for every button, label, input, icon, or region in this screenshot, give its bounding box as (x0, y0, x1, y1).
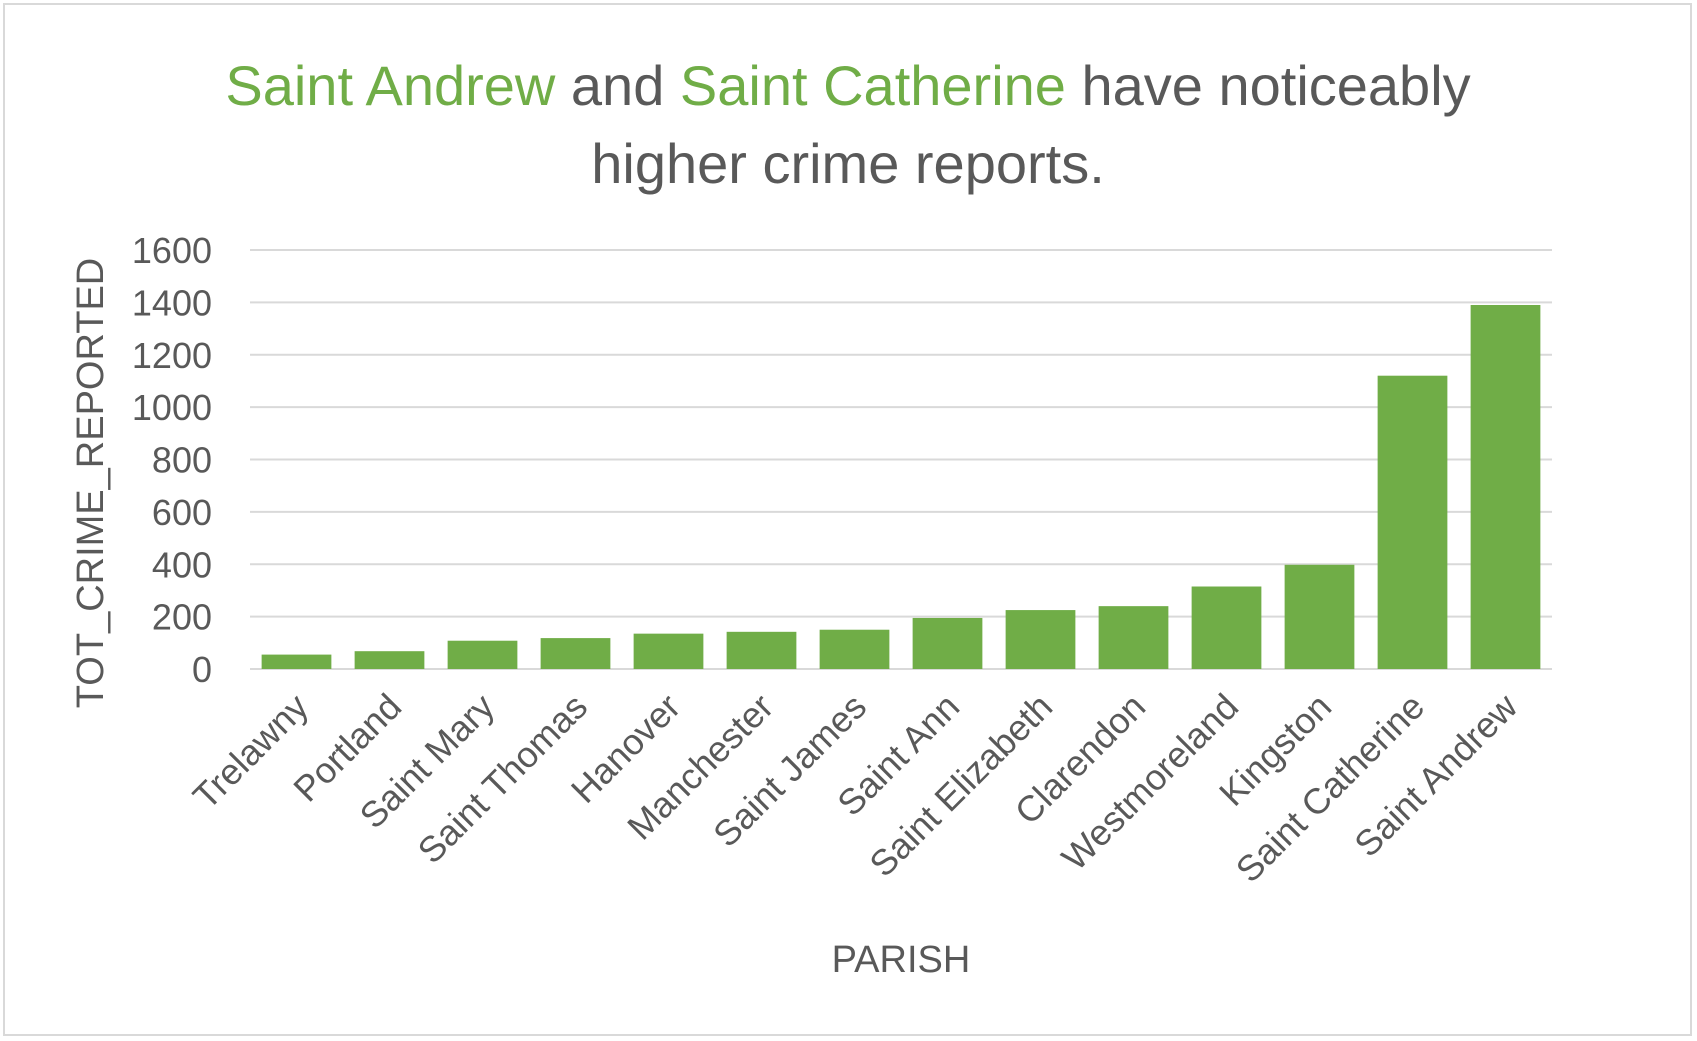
y-tick-label: 1400 (132, 282, 212, 323)
bar-saint-mary (447, 640, 518, 669)
x-tick-label: Trelawny (185, 686, 316, 817)
y-tick-label: 0 (192, 649, 212, 690)
bar-hanover (633, 633, 704, 669)
bar-saint-catherine (1377, 375, 1448, 669)
y-tick-label: 800 (152, 440, 212, 481)
bar-clarendon (1098, 606, 1169, 669)
gridlines (250, 249, 1552, 670)
chart-title-line-1: Saint Andrew and Saint Catherine have no… (225, 54, 1470, 117)
y-axis-title: TOT_CRIME_REPORTED (70, 258, 112, 708)
bar-westmoreland (1191, 586, 1262, 669)
bar-trelawny (261, 654, 332, 669)
y-tick-label: 400 (152, 544, 212, 585)
y-axis-ticks: 0 200 400 600 800 1000 1200 1400 1600 (132, 230, 212, 690)
bars (261, 304, 1541, 669)
title-text-1: and (555, 54, 680, 117)
chart-title-line-2: higher crime reports. (591, 132, 1105, 195)
bar-saint-elizabeth (1005, 610, 1076, 669)
title-highlight-0: Saint Andrew (225, 54, 556, 117)
title-text-3: have noticeably (1066, 54, 1471, 117)
bar-portland (354, 651, 425, 669)
y-tick-label: 200 (152, 597, 212, 638)
y-tick-label: 1000 (132, 387, 212, 428)
bar-saint-james (819, 629, 890, 669)
y-tick-label: 600 (152, 492, 212, 533)
x-axis-title: PARISH (832, 939, 971, 981)
chart-title: Saint Andrew and Saint Catherine have no… (225, 54, 1470, 195)
bar-kingston (1284, 564, 1355, 669)
bar-saint-andrew (1470, 304, 1541, 669)
y-tick-label: 1200 (132, 335, 212, 376)
bar-saint-thomas (540, 638, 611, 669)
y-tick-label: 1600 (132, 230, 212, 271)
bar-saint-ann (912, 617, 983, 669)
bar-manchester (726, 631, 797, 669)
title-highlight-2: Saint Catherine (680, 54, 1066, 117)
x-tick-label: Saint Andrew (1346, 685, 1526, 865)
